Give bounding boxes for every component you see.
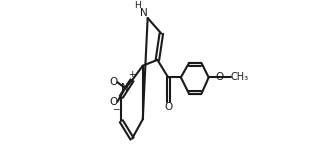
Text: N: N — [140, 8, 148, 18]
Text: −: − — [113, 104, 120, 113]
Text: O: O — [109, 97, 117, 107]
Text: N: N — [121, 83, 129, 93]
Text: O: O — [109, 77, 117, 87]
Text: CH₃: CH₃ — [231, 72, 249, 82]
Text: O: O — [216, 72, 224, 82]
Text: O: O — [164, 102, 172, 112]
Text: +: + — [128, 70, 136, 79]
Text: H: H — [134, 1, 141, 10]
